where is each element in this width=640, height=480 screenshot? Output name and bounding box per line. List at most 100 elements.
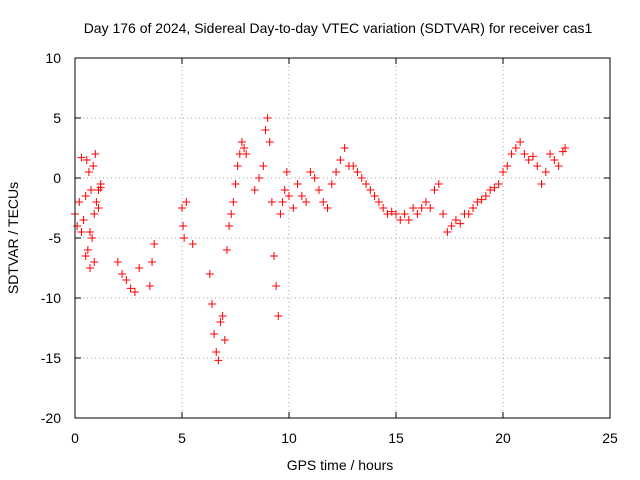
data-point bbox=[362, 180, 371, 188]
data-point bbox=[91, 150, 100, 158]
data-point bbox=[314, 186, 323, 194]
data-point bbox=[413, 210, 422, 218]
data-point bbox=[188, 240, 197, 248]
data-point bbox=[554, 162, 563, 170]
data-point bbox=[81, 192, 90, 200]
data-point bbox=[85, 228, 94, 236]
data-point bbox=[456, 219, 465, 228]
data-point bbox=[439, 210, 448, 218]
data-point bbox=[280, 186, 289, 194]
y-tick-label: -15 bbox=[41, 350, 61, 366]
data-point bbox=[353, 168, 362, 176]
data-point bbox=[225, 222, 234, 230]
y-tick-label: -10 bbox=[41, 290, 61, 306]
data-point bbox=[263, 114, 272, 122]
data-point bbox=[417, 204, 426, 212]
data-point bbox=[207, 300, 216, 308]
data-point bbox=[541, 168, 550, 176]
data-point bbox=[231, 180, 240, 188]
data-point bbox=[336, 156, 345, 164]
data-point bbox=[135, 264, 144, 272]
data-point bbox=[92, 198, 101, 206]
data-point bbox=[366, 186, 375, 194]
data-point bbox=[310, 174, 319, 182]
data-point bbox=[507, 150, 516, 158]
data-point bbox=[451, 216, 460, 224]
y-tick-label: 0 bbox=[53, 170, 61, 186]
data-point bbox=[499, 168, 507, 176]
data-point bbox=[130, 288, 139, 296]
data-point bbox=[404, 216, 413, 224]
data-point bbox=[229, 198, 238, 206]
data-point bbox=[469, 204, 478, 212]
x-tick-label: 10 bbox=[281, 430, 297, 446]
data-point bbox=[227, 210, 236, 218]
data-point bbox=[84, 168, 93, 176]
chart-title: Day 176 of 2024, Sidereal Day-to-day VTE… bbox=[84, 20, 593, 36]
data-point bbox=[113, 258, 122, 266]
data-point bbox=[516, 138, 525, 146]
data-point bbox=[261, 126, 270, 134]
data-point bbox=[332, 168, 341, 176]
data-point bbox=[270, 252, 279, 260]
data-point bbox=[89, 162, 98, 170]
data-point bbox=[481, 192, 490, 200]
data-point bbox=[218, 312, 227, 320]
y-tick-label: -5 bbox=[49, 230, 62, 246]
y-tick-label: -20 bbox=[41, 410, 61, 426]
data-point bbox=[180, 234, 189, 242]
data-point bbox=[387, 207, 396, 216]
data-point bbox=[464, 210, 473, 218]
data-point bbox=[524, 156, 533, 164]
data-point bbox=[400, 210, 409, 218]
data-point bbox=[293, 180, 302, 188]
data-point bbox=[255, 174, 264, 182]
y-tick-label: 5 bbox=[53, 110, 61, 126]
data-point bbox=[473, 198, 482, 206]
x-tick-label: 20 bbox=[495, 430, 511, 446]
data-point bbox=[477, 195, 486, 204]
data-point bbox=[148, 258, 157, 266]
axis-ticks: 0 5 10 15 20 25 -20 -15 -10 -5 0 5 10 bbox=[41, 50, 618, 446]
data-point bbox=[289, 204, 298, 212]
data-point bbox=[242, 150, 251, 158]
data-point bbox=[85, 264, 94, 272]
data-point bbox=[75, 198, 84, 206]
x-tick-label: 15 bbox=[388, 430, 404, 446]
data-point bbox=[77, 228, 86, 236]
data-point bbox=[511, 144, 520, 152]
data-point bbox=[81, 252, 90, 260]
data-point bbox=[306, 168, 315, 176]
data-point bbox=[490, 183, 499, 192]
data-point bbox=[126, 284, 135, 293]
data-point bbox=[430, 186, 439, 194]
data-point bbox=[297, 192, 306, 200]
data-point bbox=[265, 138, 274, 146]
data-point bbox=[83, 246, 92, 254]
data-point bbox=[285, 192, 293, 200]
data-point bbox=[212, 348, 221, 356]
data-point bbox=[82, 156, 91, 164]
x-tick-label: 0 bbox=[71, 430, 79, 446]
data-point bbox=[182, 198, 191, 206]
data-point bbox=[145, 282, 154, 290]
data-point bbox=[274, 312, 283, 320]
data-point bbox=[122, 276, 131, 284]
data-point bbox=[240, 144, 249, 152]
data-point bbox=[87, 186, 96, 194]
data-point bbox=[357, 174, 366, 182]
data-point bbox=[323, 204, 332, 212]
data-point bbox=[216, 318, 225, 326]
data-point bbox=[396, 216, 405, 224]
data-point bbox=[528, 152, 537, 161]
data-point bbox=[494, 180, 503, 188]
data-point bbox=[88, 234, 97, 242]
data-point bbox=[327, 180, 336, 188]
data-point bbox=[282, 168, 291, 176]
data-point bbox=[233, 162, 242, 170]
data-point bbox=[222, 246, 231, 254]
data-point bbox=[278, 198, 287, 206]
data-point bbox=[503, 162, 512, 170]
data-point bbox=[558, 147, 567, 156]
